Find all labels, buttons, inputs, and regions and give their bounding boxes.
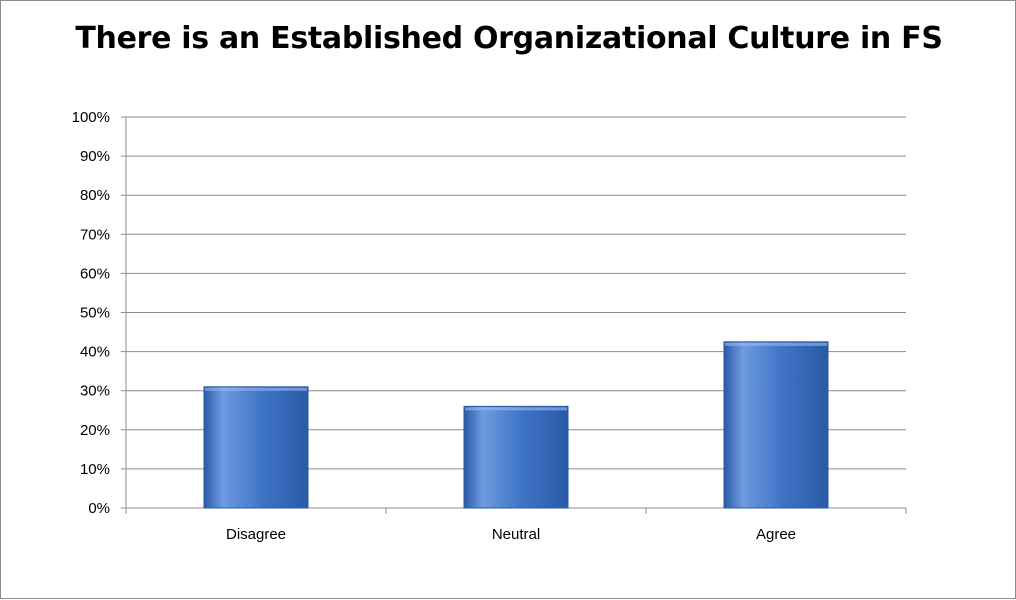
bar-top-highlight bbox=[725, 342, 827, 346]
y-tick-labels: 0% 10% 20% 30% 40% 50% 60% 70% 80% 90% 100% bbox=[72, 109, 110, 517]
y-tick-label: 100% bbox=[72, 109, 110, 126]
bar-disagree bbox=[203, 386, 309, 509]
y-tick-label: 90% bbox=[80, 148, 110, 165]
y-tick-label: 10% bbox=[80, 461, 110, 478]
x-tick-label-agree: Agree bbox=[756, 526, 796, 543]
bar-top-highlight bbox=[205, 387, 307, 391]
y-tick-label: 20% bbox=[80, 422, 110, 439]
y-tick-label: 40% bbox=[80, 344, 110, 361]
x-tick-labels: Disagree Neutral Agree bbox=[226, 526, 796, 543]
y-tick-label: 80% bbox=[80, 187, 110, 204]
x-tick-label-disagree: Disagree bbox=[226, 526, 286, 543]
y-tick-label: 70% bbox=[80, 226, 110, 243]
bars bbox=[203, 341, 829, 509]
y-tick-label: 30% bbox=[80, 383, 110, 400]
y-tick-label: 0% bbox=[88, 500, 110, 517]
chart-title: There is an Established Organizational C… bbox=[75, 21, 943, 56]
bar-top-highlight bbox=[465, 407, 567, 411]
x-tick-label-neutral: Neutral bbox=[492, 526, 540, 543]
bar-neutral bbox=[463, 405, 569, 509]
y-tick-label: 60% bbox=[80, 265, 110, 282]
bar-agree bbox=[723, 341, 829, 509]
y-tick-label: 50% bbox=[80, 305, 110, 322]
